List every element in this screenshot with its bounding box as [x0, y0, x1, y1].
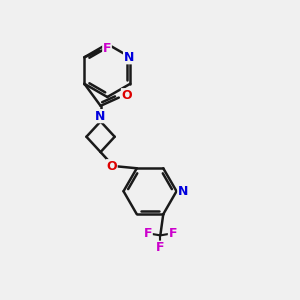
Text: O: O [106, 160, 117, 173]
Text: F: F [168, 227, 177, 240]
Text: N: N [95, 110, 106, 123]
Text: F: F [144, 227, 152, 240]
Text: N: N [124, 51, 134, 64]
Text: N: N [178, 185, 188, 198]
Text: O: O [122, 89, 132, 102]
Text: F: F [156, 241, 165, 254]
Text: F: F [103, 42, 111, 55]
